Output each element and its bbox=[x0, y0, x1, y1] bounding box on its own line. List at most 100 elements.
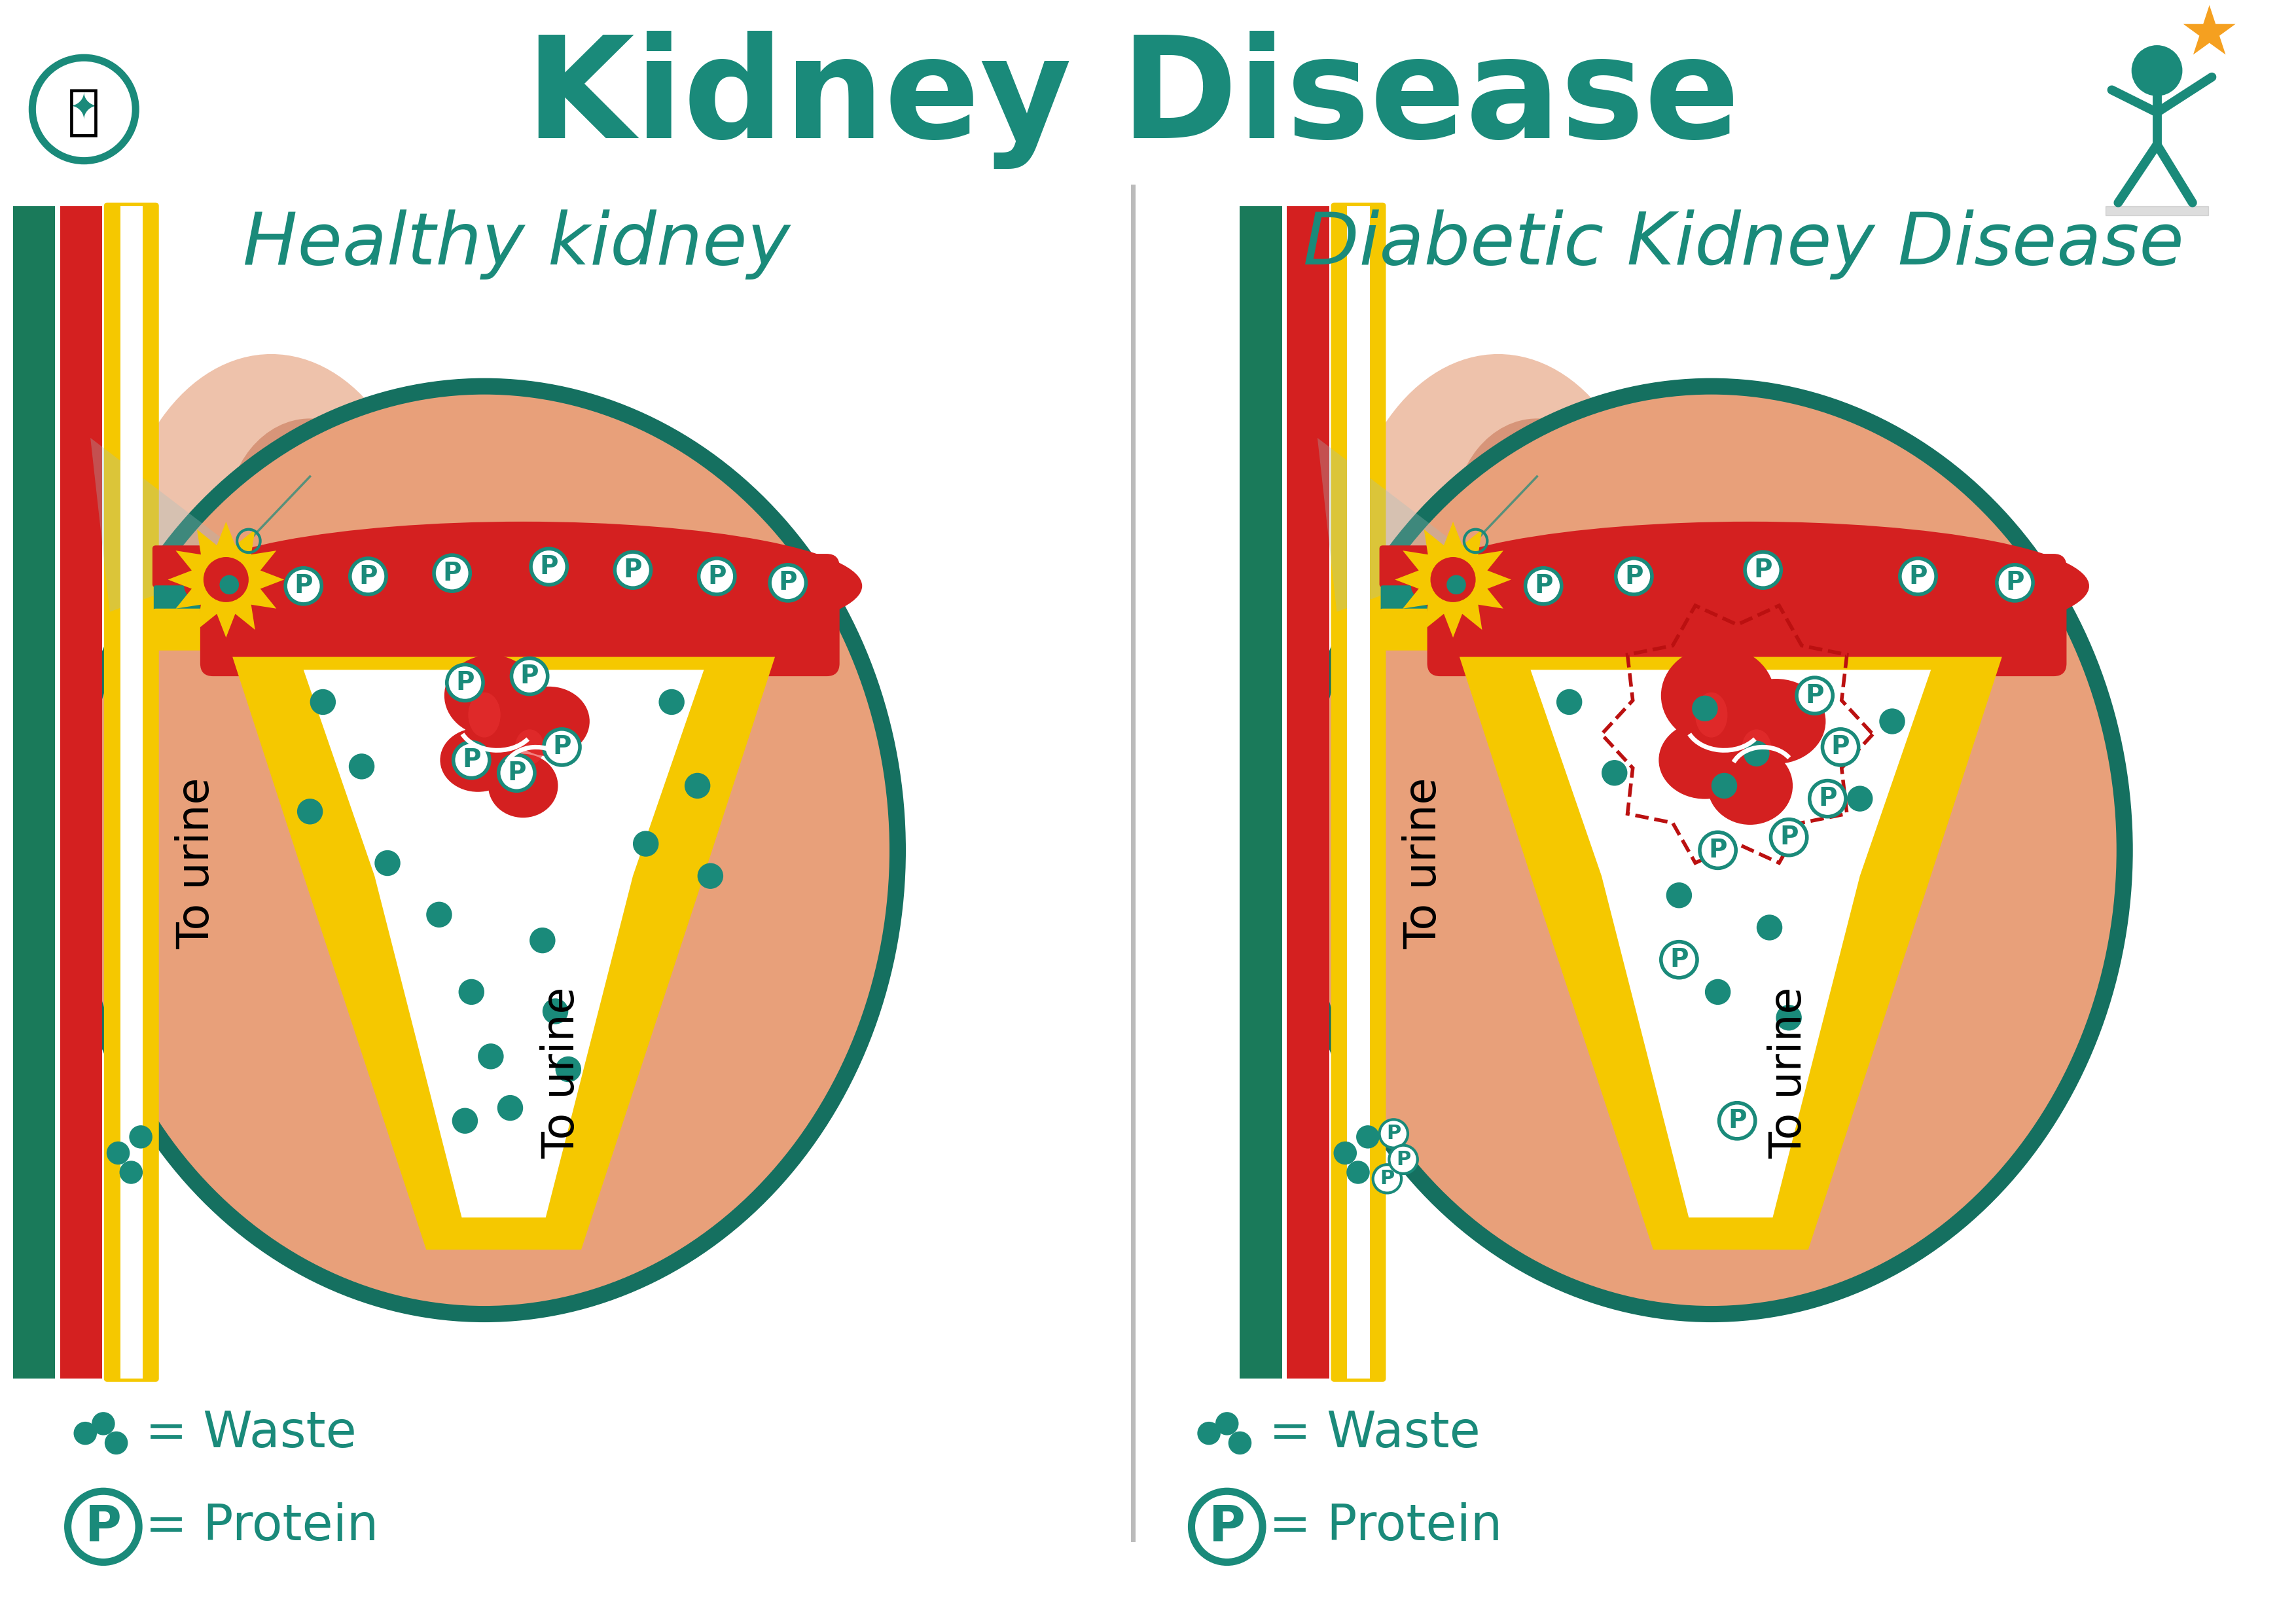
Circle shape bbox=[1775, 1005, 1802, 1031]
Ellipse shape bbox=[225, 419, 395, 625]
Text: To urine: To urine bbox=[174, 778, 218, 948]
Ellipse shape bbox=[466, 690, 530, 765]
Circle shape bbox=[1770, 818, 1807, 856]
Text: P: P bbox=[1208, 1502, 1244, 1551]
Circle shape bbox=[452, 742, 489, 778]
Circle shape bbox=[374, 851, 400, 875]
Ellipse shape bbox=[507, 687, 590, 757]
Text: P: P bbox=[1832, 734, 1851, 760]
Ellipse shape bbox=[1660, 646, 1775, 745]
Text: P: P bbox=[85, 1502, 122, 1551]
Circle shape bbox=[1706, 979, 1731, 1005]
Circle shape bbox=[1389, 1145, 1417, 1174]
Text: P: P bbox=[1534, 573, 1552, 599]
FancyBboxPatch shape bbox=[103, 203, 158, 1382]
Ellipse shape bbox=[184, 521, 861, 651]
Circle shape bbox=[285, 568, 321, 604]
Text: P: P bbox=[1708, 838, 1727, 862]
Circle shape bbox=[434, 555, 471, 591]
FancyBboxPatch shape bbox=[1380, 609, 1456, 651]
Circle shape bbox=[1380, 1119, 1407, 1148]
Text: ★: ★ bbox=[2179, 2, 2239, 68]
Circle shape bbox=[1215, 1411, 1238, 1436]
Text: P: P bbox=[1908, 564, 1926, 590]
Circle shape bbox=[684, 773, 709, 799]
Circle shape bbox=[129, 1125, 152, 1148]
Text: To urine: To urine bbox=[1403, 778, 1444, 948]
Bar bbox=[1348, 206, 1371, 1379]
Circle shape bbox=[69, 1491, 138, 1562]
Ellipse shape bbox=[71, 387, 898, 1314]
Circle shape bbox=[498, 1095, 523, 1121]
Polygon shape bbox=[232, 658, 776, 1249]
Circle shape bbox=[459, 979, 484, 1005]
Text: P: P bbox=[1387, 1124, 1401, 1143]
Circle shape bbox=[1795, 677, 1832, 713]
Circle shape bbox=[1357, 1125, 1380, 1148]
Text: P: P bbox=[778, 570, 797, 596]
Text: P: P bbox=[507, 760, 526, 786]
Circle shape bbox=[1846, 786, 1874, 812]
Text: = Protein: = Protein bbox=[1270, 1502, 1502, 1551]
Bar bbox=[60, 206, 101, 1379]
Ellipse shape bbox=[468, 692, 501, 737]
FancyBboxPatch shape bbox=[152, 609, 230, 651]
Bar bbox=[119, 206, 142, 1379]
Circle shape bbox=[1446, 575, 1465, 594]
Circle shape bbox=[1743, 741, 1770, 767]
Bar bbox=[1288, 206, 1329, 1379]
FancyBboxPatch shape bbox=[154, 585, 209, 612]
Text: P: P bbox=[553, 734, 572, 760]
Circle shape bbox=[1998, 565, 2032, 601]
Circle shape bbox=[106, 1431, 129, 1455]
Text: = Protein: = Protein bbox=[145, 1502, 379, 1551]
Circle shape bbox=[634, 831, 659, 856]
Text: Kidney Disease: Kidney Disease bbox=[526, 31, 1740, 169]
Bar bbox=[1240, 206, 1281, 1379]
Circle shape bbox=[478, 1044, 503, 1069]
Ellipse shape bbox=[1727, 679, 1825, 763]
Circle shape bbox=[1756, 914, 1782, 940]
Ellipse shape bbox=[445, 654, 537, 736]
Text: P: P bbox=[455, 671, 475, 695]
Circle shape bbox=[1430, 557, 1476, 603]
Ellipse shape bbox=[255, 606, 340, 734]
Circle shape bbox=[310, 689, 335, 715]
Circle shape bbox=[512, 658, 549, 695]
Polygon shape bbox=[303, 669, 705, 1218]
Text: P: P bbox=[443, 560, 461, 586]
Ellipse shape bbox=[514, 729, 544, 765]
Polygon shape bbox=[1460, 658, 2002, 1249]
Circle shape bbox=[1192, 1491, 1263, 1562]
Circle shape bbox=[220, 575, 239, 594]
Ellipse shape bbox=[117, 354, 427, 793]
FancyBboxPatch shape bbox=[1380, 585, 1435, 612]
Text: P: P bbox=[1779, 825, 1798, 849]
Ellipse shape bbox=[1708, 747, 1793, 825]
Text: P: P bbox=[1380, 1169, 1394, 1189]
Text: P: P bbox=[1669, 947, 1688, 973]
Circle shape bbox=[92, 1411, 115, 1436]
Polygon shape bbox=[90, 438, 259, 612]
Ellipse shape bbox=[1483, 606, 1566, 734]
Text: P: P bbox=[1754, 557, 1773, 583]
Text: P: P bbox=[1805, 684, 1823, 708]
Circle shape bbox=[204, 557, 248, 603]
Circle shape bbox=[615, 552, 652, 588]
Text: P: P bbox=[294, 573, 312, 599]
Circle shape bbox=[1660, 942, 1697, 978]
Circle shape bbox=[1334, 1142, 1357, 1164]
Circle shape bbox=[659, 689, 684, 715]
Circle shape bbox=[448, 664, 482, 700]
Circle shape bbox=[1878, 708, 1906, 734]
Circle shape bbox=[1557, 689, 1582, 715]
Circle shape bbox=[1228, 1431, 1251, 1455]
Circle shape bbox=[1345, 1161, 1371, 1184]
Circle shape bbox=[1809, 781, 1846, 817]
Ellipse shape bbox=[441, 728, 517, 793]
Circle shape bbox=[349, 754, 374, 780]
Text: Healthy kidney: Healthy kidney bbox=[243, 209, 790, 279]
FancyBboxPatch shape bbox=[1332, 203, 1387, 1382]
Ellipse shape bbox=[1694, 692, 1727, 737]
Circle shape bbox=[1823, 729, 1857, 765]
